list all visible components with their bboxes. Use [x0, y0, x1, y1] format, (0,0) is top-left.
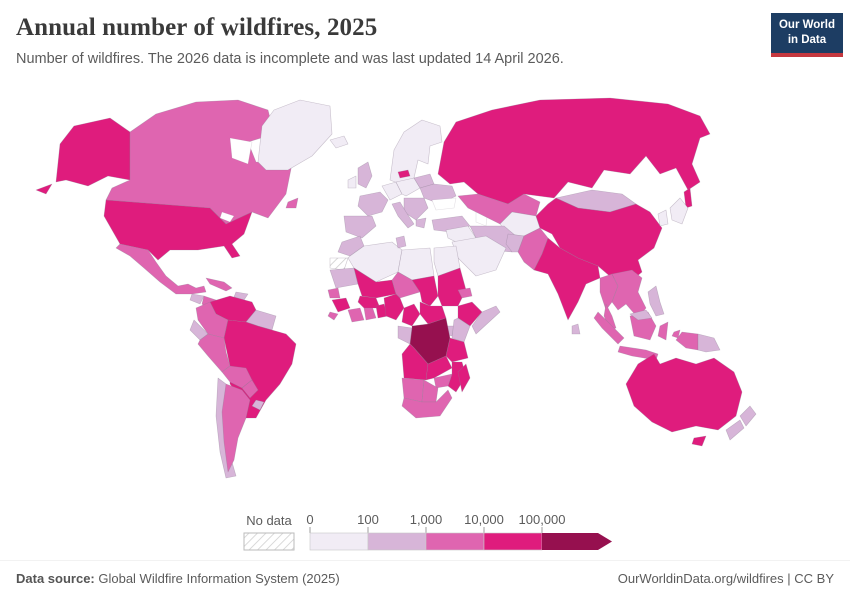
country-eritrea[interactable] — [457, 287, 473, 299]
country-somalia[interactable] — [471, 305, 501, 335]
country-uk[interactable] — [357, 161, 373, 189]
country-ethiopia[interactable] — [457, 301, 483, 327]
country-iceland[interactable] — [329, 135, 349, 149]
legend-bin-4-arrow[interactable] — [542, 533, 612, 550]
country-ivory-coast[interactable] — [347, 307, 365, 323]
great-lakes — [219, 211, 235, 223]
country-tanzania[interactable] — [445, 337, 469, 363]
country-new-guinea-west[interactable] — [675, 331, 699, 351]
country-tunisia[interactable] — [395, 235, 407, 249]
country-mexico[interactable] — [115, 243, 207, 295]
legend-bin-3[interactable] — [483, 532, 543, 551]
legend-tick-label: 10,000 — [464, 512, 504, 527]
country-greece[interactable] — [415, 217, 427, 229]
logo-line1: Our World — [778, 19, 835, 31]
country-japan[interactable] — [669, 197, 689, 225]
country-aleutians[interactable] — [35, 183, 53, 195]
country-uruguay[interactable] — [251, 399, 265, 411]
country-western-sahara[interactable] — [329, 257, 349, 271]
country-scandinavia[interactable] — [389, 119, 443, 185]
country-sri-lanka[interactable] — [571, 323, 581, 335]
country-greenland[interactable] — [257, 99, 333, 171]
country-nz-south[interactable] — [725, 419, 745, 441]
country-russia[interactable] — [437, 97, 711, 205]
black-sea — [431, 197, 457, 211]
country-kenya[interactable] — [451, 317, 471, 343]
data-source-text: Global Wildfire Information System (2025… — [94, 571, 340, 586]
no-data-swatch[interactable] — [243, 532, 295, 551]
legend-tick-label: 100 — [357, 512, 379, 527]
country-cameroon[interactable] — [401, 303, 421, 327]
country-guinea[interactable] — [331, 297, 351, 313]
country-australia[interactable] — [625, 353, 743, 433]
country-gabon-congo[interactable] — [397, 325, 413, 345]
country-tasmania[interactable] — [691, 435, 707, 447]
country-paraguay[interactable] — [241, 379, 259, 399]
country-burkina[interactable] — [357, 295, 381, 309]
country-iberia[interactable] — [343, 215, 377, 239]
country-madagascar[interactable] — [457, 363, 471, 393]
legend-tick-label: 1,000 — [410, 512, 443, 527]
world-map — [0, 86, 850, 506]
country-senegal[interactable] — [327, 287, 341, 299]
country-india[interactable] — [533, 237, 601, 321]
legend-tick-label: 0 — [306, 512, 313, 527]
country-philippines[interactable] — [647, 285, 665, 317]
page-title: Annual number of wildfires, 2025 — [16, 14, 378, 41]
country-malaysia-borneo[interactable] — [629, 309, 653, 321]
country-mauritania[interactable] — [329, 267, 359, 289]
legend-tick-label: 100,000 — [519, 512, 566, 527]
hudson-bay — [229, 137, 253, 165]
country-png[interactable] — [697, 333, 721, 353]
country-argentina[interactable] — [221, 383, 251, 473]
data-source: Data source: Global Wildfire Information… — [16, 571, 340, 586]
country-cuba[interactable] — [205, 277, 233, 292]
country-sulawesi[interactable] — [657, 321, 669, 341]
legend-bin-0[interactable] — [309, 532, 369, 551]
chart-subtitle: Number of wildfires. The 2026 data is in… — [16, 51, 564, 67]
country-indochina[interactable] — [611, 269, 647, 319]
legend-bin-1[interactable] — [367, 532, 427, 551]
chart-header: Annual number of wildfires, 2025 Number … — [0, 0, 850, 67]
logo-line2: in Data — [787, 33, 827, 46]
country-south-africa[interactable] — [401, 389, 453, 419]
country-canada[interactable] — [105, 99, 293, 225]
chart-footer: Data source: Global Wildfire Information… — [0, 560, 850, 586]
country-alaska[interactable] — [55, 117, 131, 187]
country-france[interactable] — [357, 191, 389, 217]
country-zambia[interactable] — [425, 355, 453, 381]
country-zimbabwe[interactable] — [433, 373, 453, 389]
country-nz-north[interactable] — [739, 405, 757, 427]
map-legend: No data 0 100 1,000 10,000 100,000 — [0, 509, 850, 555]
country-guatemala[interactable] — [189, 293, 205, 305]
no-data-label: No data — [246, 513, 292, 528]
country-ireland[interactable] — [347, 175, 357, 189]
country-italy[interactable] — [391, 201, 415, 229]
country-baltic-state[interactable] — [397, 169, 411, 179]
footer-link[interactable]: OurWorldinData.org/wildfires | CC BY — [617, 571, 834, 586]
legend-bin-2[interactable] — [425, 532, 485, 551]
data-source-label: Data source: — [16, 571, 95, 586]
country-sierra-leone[interactable] — [327, 311, 339, 321]
country-korea[interactable] — [657, 209, 669, 227]
country-newfoundland[interactable] — [285, 197, 299, 209]
country-poland[interactable] — [395, 177, 421, 197]
owid-logo[interactable]: Our World in Data — [770, 13, 843, 57]
country-sumatra[interactable] — [593, 311, 625, 345]
country-afghanistan[interactable] — [505, 233, 525, 253]
country-sakhalin[interactable] — [683, 187, 693, 209]
